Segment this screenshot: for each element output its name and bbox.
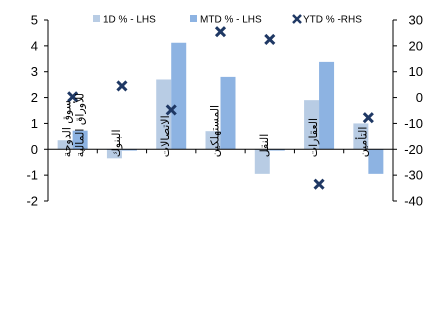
ytd-marker-1 xyxy=(116,80,128,92)
category-label-5: العقارات xyxy=(307,118,320,157)
left-tick-label-4: 1 xyxy=(31,116,38,131)
category-label-line-0-0: سوق الدوحة xyxy=(61,100,74,157)
bar-1d-3 xyxy=(205,131,221,150)
ytd-marker-stroke-b-1 xyxy=(116,80,128,92)
bar-1d-6 xyxy=(353,123,369,150)
bar-1d-1 xyxy=(106,149,122,159)
bar-mtd-5 xyxy=(319,61,335,150)
bar-mtd-2 xyxy=(171,42,187,150)
bar-1d-0 xyxy=(57,140,73,150)
ytd-marker-6 xyxy=(362,112,374,124)
right-tick-label-7: -40 xyxy=(404,194,423,209)
ytd-marker-2 xyxy=(165,104,177,116)
bar-mtd-1 xyxy=(121,149,137,151)
category-label-line-0-1: للأوراق المالية xyxy=(73,93,87,157)
category-label-3: المستهلكين xyxy=(209,105,222,157)
ytd-marker-stroke-b-5 xyxy=(313,178,325,190)
right-tick-label-3: 0 xyxy=(416,90,423,105)
left-tick-label-5: 0 xyxy=(31,142,38,157)
category-label-4: النقل xyxy=(258,134,271,158)
legend: 1D % - LHS MTD % - LHS YTD % -RHS xyxy=(93,14,362,26)
right-tick-label-1: 20 xyxy=(409,38,423,53)
left-tick-label-6: -1 xyxy=(26,168,38,183)
bar-mtd-6 xyxy=(368,149,384,174)
ytd-marker-0 xyxy=(67,91,79,103)
legend-marker-b-2 xyxy=(292,14,302,24)
bar-1d-5 xyxy=(304,100,320,150)
left-tick-label-0: 5 xyxy=(31,13,38,28)
legend-swatch-1 xyxy=(190,15,197,22)
bar-mtd-0 xyxy=(72,130,88,150)
ytd-marker-stroke-b-2 xyxy=(165,104,177,116)
legend-label-2: YTD % -RHS xyxy=(303,15,362,26)
left-tick-label-1: 4 xyxy=(31,38,38,53)
legend-label-0: 1D % - LHS xyxy=(103,15,156,26)
right-tick-label-0: 30 xyxy=(409,13,423,28)
bar-mtd-4 xyxy=(269,149,285,151)
bar-1d-4 xyxy=(254,149,270,174)
category-label-6: التأمين xyxy=(354,127,369,158)
bar-1d-2 xyxy=(156,79,172,150)
labels-layer: سوق الدوحةللأوراق المالية البنوك الاتصالات… xyxy=(61,93,370,157)
left-tick-label-3: 2 xyxy=(31,90,38,105)
markers-layer xyxy=(67,26,374,190)
ytd-marker-4 xyxy=(264,33,276,45)
right-tick-label-2: 10 xyxy=(409,64,423,79)
category-label-2: الاتصالات xyxy=(159,115,172,157)
ytd-marker-stroke-b-0 xyxy=(67,91,79,103)
left-tick-label-7: -2 xyxy=(26,194,38,209)
ytd-marker-3 xyxy=(214,26,227,38)
ytd-marker-5 xyxy=(313,178,325,190)
ytd-marker-stroke-b-6 xyxy=(362,112,374,124)
ytd-marker-stroke-b-4 xyxy=(264,33,276,45)
ytd-marker-stroke-b-3 xyxy=(214,26,227,38)
bars-layer xyxy=(57,42,384,174)
right-tick-label-5: -20 xyxy=(404,142,423,157)
left-tick-label-2: 3 xyxy=(31,64,38,79)
legend-swatch-0 xyxy=(93,15,100,22)
right-tick-label-6: -30 xyxy=(404,168,423,183)
right-tick-label-4: -10 xyxy=(404,116,423,131)
legend-label-1: MTD % - LHS xyxy=(200,15,262,26)
bar-mtd-3 xyxy=(220,76,236,150)
category-label-0: سوق الدوحةللأوراق المالية xyxy=(61,93,87,157)
category-label-1: البنوك xyxy=(110,129,123,157)
